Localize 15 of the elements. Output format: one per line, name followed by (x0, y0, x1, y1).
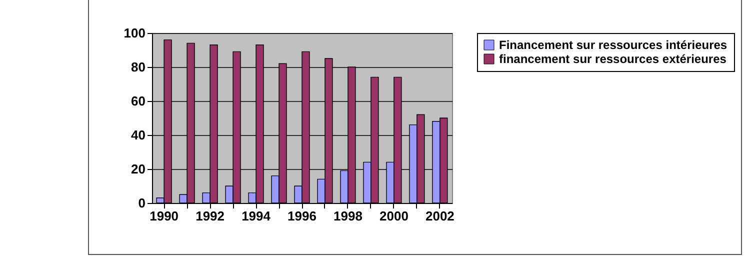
y-tick-label: 0 (138, 196, 146, 210)
y-tick-label: 40 (131, 128, 146, 142)
x-tick-label: 2000 (379, 208, 408, 224)
x-tick-label: 1996 (288, 208, 316, 224)
x-tick-label: 1990 (150, 208, 179, 224)
x-tick-label: 1992 (196, 208, 225, 224)
x-tick-label: 2002 (425, 208, 454, 224)
y-tick-label: 20 (131, 162, 146, 176)
x-tick-label: 1994 (242, 208, 272, 224)
legend-label: Financement sur ressources intérieures (499, 38, 728, 52)
y-tick-label: 80 (131, 60, 146, 74)
x-tick-label: 1998 (334, 208, 362, 224)
y-tick-label: 60 (131, 94, 146, 108)
legend-label: financement sur ressources extérieures (499, 52, 727, 66)
y-tick-label: 100 (124, 26, 146, 40)
